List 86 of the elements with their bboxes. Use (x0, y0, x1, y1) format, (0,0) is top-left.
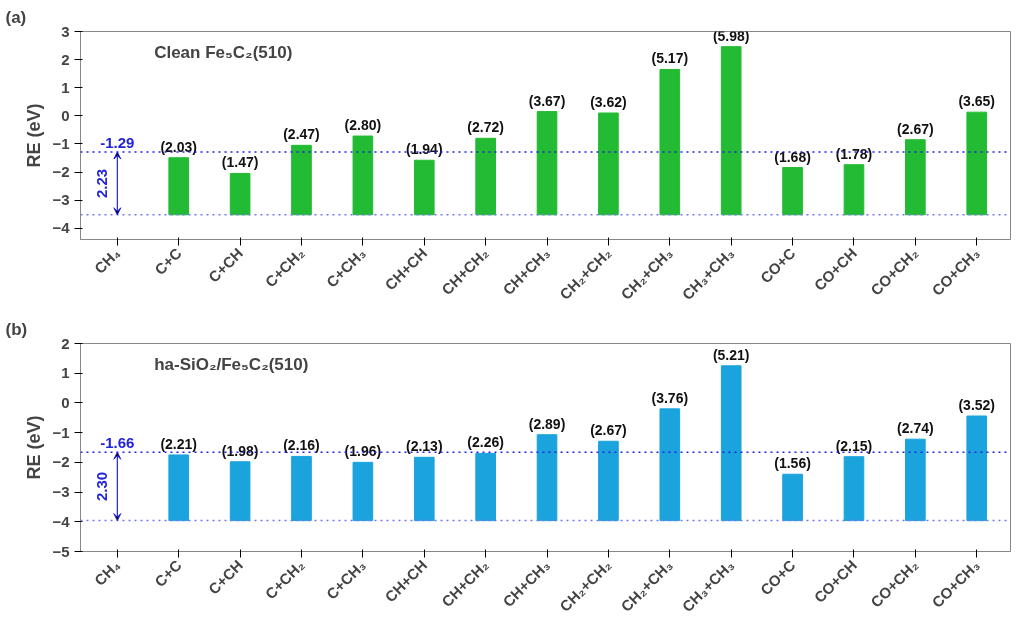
y-tick-label: −3 (52, 191, 70, 209)
bar (966, 111, 988, 216)
bar (168, 157, 190, 216)
bar (291, 144, 312, 216)
bar (291, 455, 312, 522)
y-tick-label: 0 (61, 393, 70, 411)
text: (a) (5, 7, 27, 27)
data-label: (2.72) (467, 119, 504, 136)
data-label: (2.16) (283, 437, 320, 454)
data-label: (1.56) (774, 455, 811, 472)
bar (168, 454, 190, 522)
bar (659, 68, 681, 216)
y-tick-label: 3 (61, 22, 70, 40)
y-tick-label: −1 (52, 423, 70, 441)
y-tick-label: 0 (61, 106, 70, 124)
data-label: (2.80) (344, 117, 382, 134)
data-label: (1.96) (344, 443, 382, 460)
data-label: (5.21) (712, 346, 750, 363)
annotation: 2.23 (93, 168, 111, 199)
data-label: (3.65) (958, 93, 996, 110)
data-label: (2.89) (528, 415, 566, 432)
y-axis-title: RE (eV) (24, 103, 45, 168)
y-tick-label: −2 (52, 163, 70, 181)
bar (966, 415, 988, 522)
y-tick-label: −4 (52, 219, 71, 237)
bar (843, 456, 865, 522)
bar (536, 434, 558, 522)
data-label: (3.62) (590, 94, 627, 111)
data-label: (1.68) (774, 148, 811, 165)
data-label: (2.47) (283, 126, 320, 143)
bar (782, 473, 803, 522)
y-tick-label: 2 (61, 50, 70, 68)
data-label: (2.26) (467, 434, 504, 451)
bar (720, 365, 742, 522)
text: (b) (5, 319, 28, 339)
bar (413, 456, 435, 522)
bar (475, 137, 496, 216)
text: ha-SiO₂/Fe₅C₂(510) (154, 354, 309, 374)
bar (475, 452, 496, 522)
y-axis-title: RE (eV) (24, 415, 45, 480)
bar (843, 164, 865, 216)
data-label: (1.98) (221, 442, 259, 459)
y-tick-label: 1 (61, 364, 70, 382)
y-tick-label: −4 (52, 512, 71, 530)
data-label: (5.98) (712, 27, 750, 44)
data-label: (2.03) (160, 138, 198, 155)
bar (413, 159, 435, 216)
y-tick-label: −3 (52, 483, 70, 501)
bar (352, 135, 374, 216)
bar (536, 111, 558, 216)
data-label: (2.13) (405, 438, 443, 455)
y-tick-label: −2 (52, 453, 70, 471)
bar (905, 139, 926, 216)
annotation: 2.30 (93, 471, 111, 502)
bar (782, 167, 803, 216)
ref-line-label: -1.66 (100, 434, 135, 452)
data-label: (3.52) (958, 397, 996, 413)
data-label: (2.15) (835, 437, 873, 454)
data-label: (3.67) (528, 92, 566, 109)
x-tick-label: C+C (151, 244, 185, 279)
x-tick-label: C+C (151, 556, 185, 591)
data-label: (3.76) (651, 389, 689, 406)
y-tick-label: −1 (52, 134, 70, 152)
data-label: (1.94) (405, 141, 443, 158)
bar (905, 438, 926, 522)
data-label: (1.47) (221, 154, 259, 171)
y-tick-label: −5 (52, 542, 70, 560)
bar (598, 440, 619, 522)
data-label: (2.74) (897, 420, 934, 437)
data-label: (5.17) (651, 50, 689, 67)
bar (229, 461, 251, 522)
data-label: (2.67) (590, 422, 627, 439)
text: Clean Fe₅C₂(510) (154, 42, 293, 62)
y-tick-label: 1 (61, 78, 70, 96)
data-label: (2.67) (897, 120, 934, 137)
x-tick-label: CH₄ (90, 556, 124, 589)
bar (659, 408, 681, 522)
ref-line-label: -1.29 (100, 134, 135, 152)
bar (598, 112, 619, 216)
bar (352, 461, 374, 522)
x-tick-label: CH₄ (90, 244, 124, 277)
data-label: (1.78) (835, 145, 873, 162)
y-tick-label: 2 (61, 334, 70, 352)
bar (229, 172, 251, 216)
bar (720, 46, 742, 216)
data-label: (2.21) (160, 435, 198, 452)
